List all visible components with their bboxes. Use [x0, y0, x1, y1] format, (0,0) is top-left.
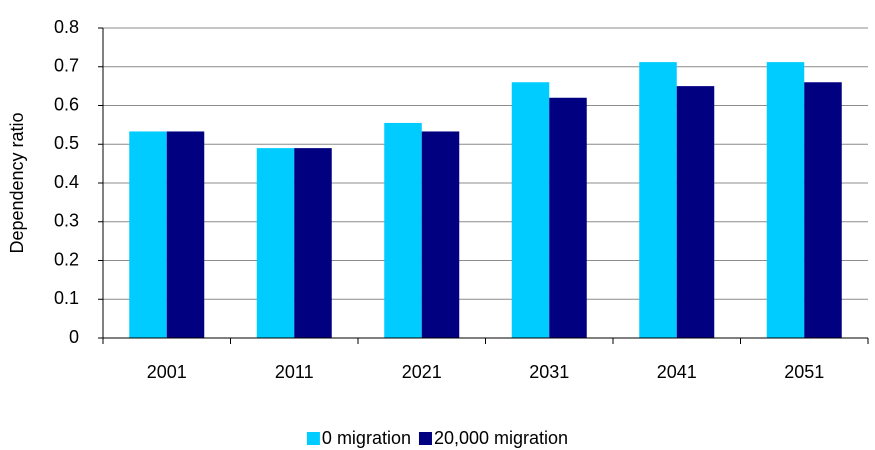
y-tick-label: 0.1	[54, 288, 79, 308]
bar	[549, 97, 587, 338]
x-tick-label: 2021	[402, 362, 442, 382]
legend-swatch	[418, 432, 432, 445]
bar	[676, 86, 715, 338]
y-tick-label: 0.6	[54, 94, 79, 114]
y-tick-label: 0.8	[54, 17, 79, 37]
legend-swatch	[306, 432, 320, 445]
bar	[384, 122, 422, 338]
bar	[511, 82, 550, 338]
x-tick-label: 2041	[657, 362, 697, 382]
bar	[129, 131, 167, 338]
y-tick-label: 0.5	[54, 133, 79, 153]
bar	[421, 131, 460, 338]
bar	[256, 148, 295, 338]
y-tick-label: 0	[69, 327, 79, 347]
x-tick-label: 2051	[784, 362, 824, 382]
legend-label: 20,000 migration	[434, 428, 568, 448]
bar	[804, 82, 842, 338]
x-tick-label: 2011	[275, 362, 314, 382]
y-axis-label: Dependency ratio	[7, 112, 27, 253]
bar	[639, 62, 677, 338]
y-tick-label: 0.4	[54, 172, 79, 192]
legend: 0 migration 20,000 migration	[306, 428, 568, 448]
x-tick-label: 2001	[147, 362, 187, 382]
bar	[166, 131, 205, 338]
y-tick-label: 0.7	[54, 56, 79, 76]
y-tick-label: 0.2	[54, 249, 79, 269]
x-tick-label: 2031	[529, 362, 569, 382]
y-tick-label: 0.3	[54, 211, 79, 231]
legend-label: 0 migration	[322, 428, 411, 448]
bar	[294, 148, 332, 338]
bar	[766, 62, 805, 338]
